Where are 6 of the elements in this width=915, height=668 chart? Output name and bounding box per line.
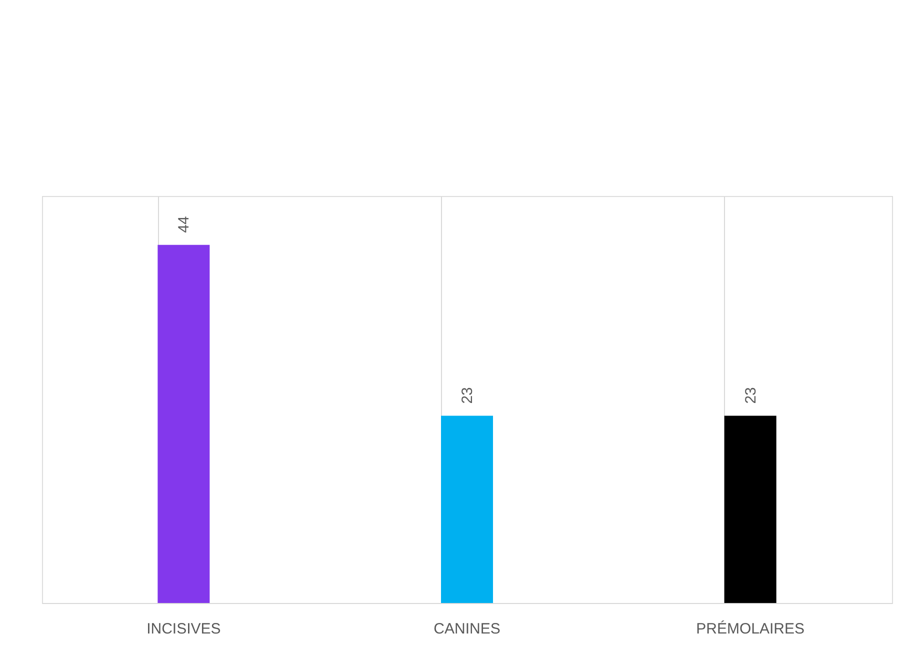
x-tick-label: PRÉMOLAIRES	[696, 620, 805, 638]
data-label: 23	[459, 387, 476, 404]
data-label: 44	[176, 216, 193, 233]
x-tick-label: INCISIVES	[146, 620, 221, 638]
data-label: 23	[742, 387, 760, 404]
x-tick-label: CANINES	[434, 620, 500, 638]
